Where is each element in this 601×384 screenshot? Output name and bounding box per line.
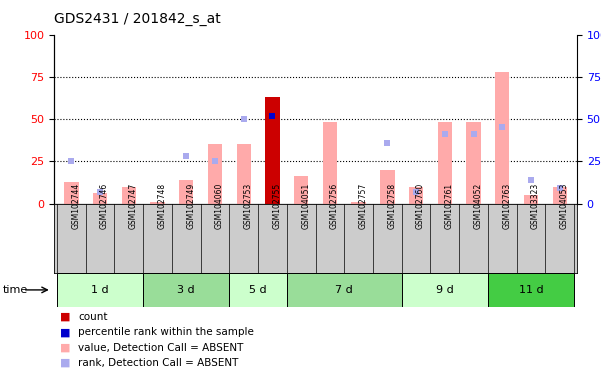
Bar	[438, 122, 452, 204]
Bar	[380, 170, 394, 204]
Text: ■: ■	[60, 358, 70, 368]
Bar	[552, 187, 567, 204]
Text: GSM102756: GSM102756	[330, 182, 339, 229]
Text: percentile rank within the sample: percentile rank within the sample	[78, 327, 254, 337]
Bar	[179, 180, 194, 204]
Bar	[294, 177, 308, 204]
Text: 3 d: 3 d	[177, 285, 195, 295]
Bar	[150, 202, 165, 204]
Text: GSM102749: GSM102749	[186, 182, 195, 229]
Bar	[287, 273, 401, 306]
Bar	[64, 182, 79, 204]
Text: 9 d: 9 d	[436, 285, 454, 295]
Text: GSM102761: GSM102761	[445, 182, 454, 228]
Text: GSM102746: GSM102746	[100, 182, 109, 229]
Bar	[488, 273, 574, 306]
Bar	[524, 195, 538, 204]
Text: ■: ■	[60, 312, 70, 322]
Text: GSM102757: GSM102757	[359, 182, 368, 229]
Bar	[121, 187, 136, 204]
Text: 11 d: 11 d	[519, 285, 543, 295]
Text: GSM102755: GSM102755	[272, 182, 281, 229]
Bar	[265, 97, 279, 204]
Text: GSM102758: GSM102758	[388, 182, 396, 228]
Text: GSM104060: GSM104060	[215, 182, 224, 229]
Bar	[323, 122, 337, 204]
Text: time: time	[3, 285, 28, 295]
Text: ■: ■	[60, 327, 70, 337]
Text: 7 d: 7 d	[335, 285, 353, 295]
Text: count: count	[78, 312, 108, 322]
Text: GSM102753: GSM102753	[243, 182, 252, 229]
Text: GSM102744: GSM102744	[72, 182, 81, 229]
Text: 5 d: 5 d	[249, 285, 267, 295]
Text: GSM104052: GSM104052	[474, 182, 483, 229]
Bar	[352, 202, 366, 204]
Bar	[466, 122, 481, 204]
Bar	[93, 194, 107, 204]
Bar	[230, 273, 287, 306]
Text: GSM104053: GSM104053	[560, 182, 569, 229]
Text: 1 d: 1 d	[91, 285, 109, 295]
Text: GSM102760: GSM102760	[416, 182, 425, 229]
Bar	[409, 187, 423, 204]
Text: GSM104051: GSM104051	[301, 182, 310, 229]
Bar	[495, 72, 510, 204]
Text: value, Detection Call = ABSENT: value, Detection Call = ABSENT	[78, 343, 243, 353]
Bar	[237, 144, 251, 204]
Bar	[143, 273, 230, 306]
Text: GSM103323: GSM103323	[531, 182, 540, 229]
Text: rank, Detection Call = ABSENT: rank, Detection Call = ABSENT	[78, 358, 239, 368]
Bar	[401, 273, 488, 306]
Bar	[57, 273, 143, 306]
Text: GSM102763: GSM102763	[502, 182, 511, 229]
Text: GSM102748: GSM102748	[157, 182, 166, 228]
Text: GDS2431 / 201842_s_at: GDS2431 / 201842_s_at	[54, 12, 221, 25]
Text: GSM102747: GSM102747	[129, 182, 138, 229]
Bar	[208, 144, 222, 204]
Text: ■: ■	[60, 343, 70, 353]
